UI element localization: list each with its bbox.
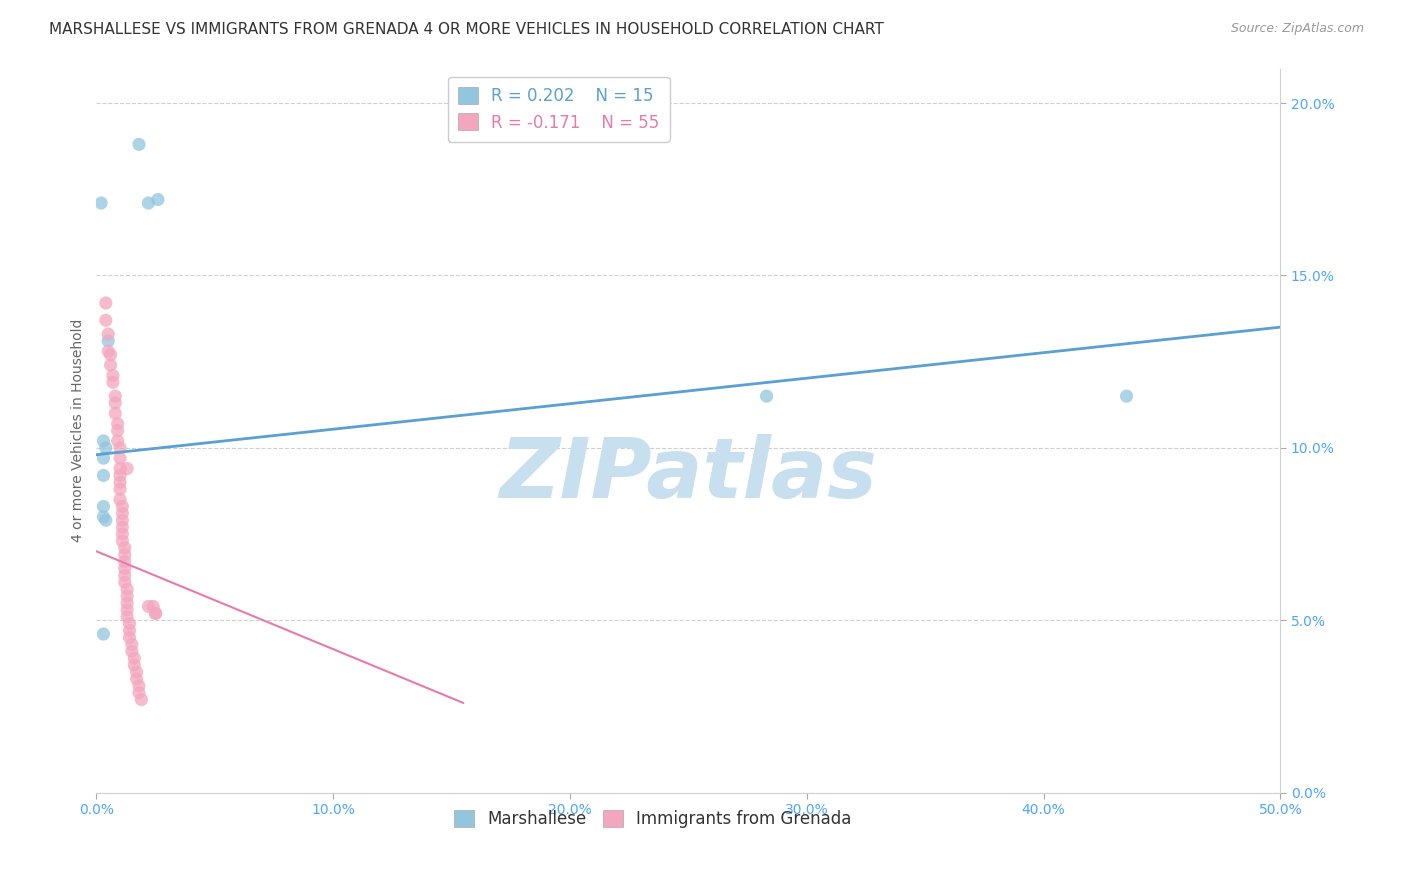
Point (108, 461, 131, 475)
Point (115, 582, 138, 597)
Point (131, 692, 153, 706)
Legend: Marshallese, Immigrants from Grenada: Marshallese, Immigrants from Grenada (447, 804, 859, 835)
Point (114, 561, 136, 575)
Point (146, 193, 169, 207)
Point (755, 389, 778, 403)
Point (111, 513, 134, 527)
Point (125, 672, 148, 686)
Point (111, 506, 134, 520)
Point (122, 651, 145, 665)
Text: ZIPatlas: ZIPatlas (499, 434, 877, 515)
Point (107, 424, 129, 438)
Point (108, 468, 131, 483)
Point (108, 482, 131, 496)
Point (94, 296, 117, 310)
Point (115, 603, 138, 617)
Point (94, 441, 117, 455)
Point (93, 500, 115, 514)
Point (138, 599, 160, 614)
Point (128, 686, 150, 700)
Point (93, 627, 115, 641)
Point (114, 541, 136, 555)
Point (115, 609, 138, 624)
Point (101, 368, 124, 383)
Point (100, 358, 122, 372)
Point (97, 334, 120, 348)
Point (145, 607, 167, 621)
Point (97, 344, 120, 359)
Point (128, 137, 150, 152)
Point (104, 389, 127, 403)
Point (104, 406, 127, 420)
Point (138, 196, 160, 211)
Point (97, 326, 120, 341)
Point (107, 434, 129, 448)
Point (114, 555, 136, 569)
Point (111, 500, 134, 514)
Point (108, 475, 131, 490)
Point (93, 509, 115, 524)
Point (128, 679, 150, 693)
Point (121, 637, 143, 651)
Point (108, 451, 131, 466)
Point (114, 575, 136, 590)
Point (118, 616, 141, 631)
Point (111, 527, 134, 541)
Point (115, 589, 138, 603)
Point (145, 607, 167, 621)
Point (114, 548, 136, 562)
Point (111, 533, 134, 548)
Point (108, 441, 131, 455)
Point (114, 568, 136, 582)
Point (142, 599, 165, 614)
Point (125, 665, 148, 679)
Point (94, 313, 117, 327)
Point (93, 451, 115, 466)
Text: Source: ZipAtlas.com: Source: ZipAtlas.com (1230, 22, 1364, 36)
Point (90, 196, 112, 211)
Point (122, 658, 145, 673)
Y-axis label: 4 or more Vehicles in Household: 4 or more Vehicles in Household (72, 319, 86, 542)
Text: MARSHALLESE VS IMMIGRANTS FROM GRENADA 4 OR MORE VEHICLES IN HOUSEHOLD CORRELATI: MARSHALLESE VS IMMIGRANTS FROM GRENADA 4… (49, 22, 884, 37)
Point (115, 461, 138, 475)
Point (118, 631, 141, 645)
Point (94, 513, 117, 527)
Point (93, 468, 115, 483)
Point (115, 596, 138, 610)
Point (107, 417, 129, 431)
Point (121, 644, 143, 658)
Point (104, 396, 127, 410)
Point (1115, 389, 1137, 403)
Point (100, 348, 122, 362)
Point (111, 520, 134, 534)
Point (101, 376, 124, 390)
Point (108, 492, 131, 507)
Point (118, 624, 141, 638)
Point (93, 434, 115, 448)
